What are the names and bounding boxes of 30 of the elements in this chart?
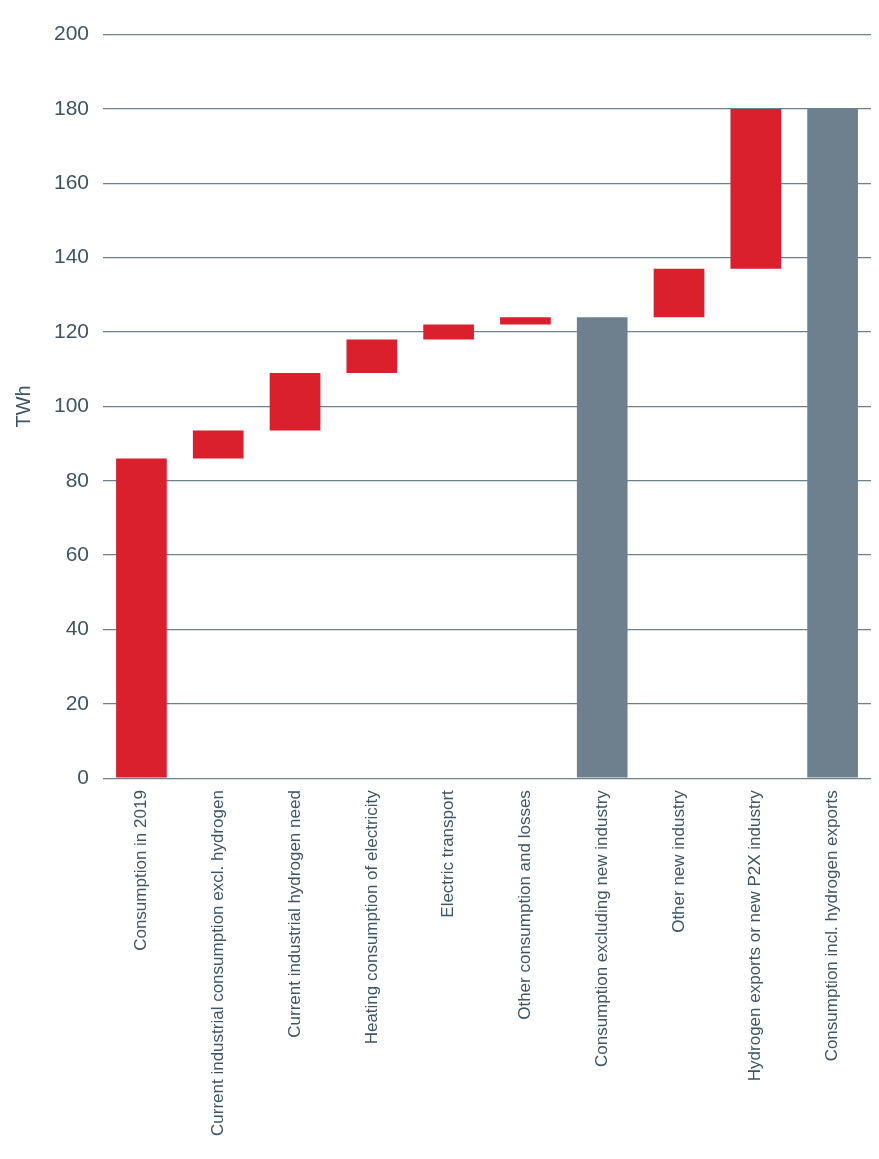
bar xyxy=(653,268,705,318)
x-tick-label: Other consumption and losses xyxy=(515,790,535,1020)
y-tick-label: 140 xyxy=(53,244,90,268)
y-tick-label: 20 xyxy=(65,690,90,714)
x-tick-label: Consumption incl. hydrogen exports xyxy=(822,790,842,1062)
y-tick-label: 100 xyxy=(53,393,90,417)
x-tick-label: Hydrogen exports or new P2X industry xyxy=(745,789,765,1082)
bar xyxy=(500,317,551,325)
x-tick-label: Other new industry xyxy=(668,789,688,933)
bar xyxy=(116,458,167,778)
bar xyxy=(192,430,244,459)
bar xyxy=(730,108,782,269)
y-tick-label: 40 xyxy=(65,616,90,640)
y-tick-label: 60 xyxy=(65,541,90,565)
y-tick-label: 180 xyxy=(53,95,90,119)
x-tick-label: Current industrial consumption excl. hydrogen xyxy=(207,790,227,1136)
bar xyxy=(269,372,321,431)
y-tick-label: 80 xyxy=(65,467,90,491)
bar xyxy=(423,324,474,340)
x-tick-label: Consumption excluding new industry xyxy=(591,789,611,1068)
y-tick-label: 0 xyxy=(77,764,90,788)
bar xyxy=(346,339,398,373)
x-tick-label: Heating consumption of electricity xyxy=(361,789,381,1045)
y-axis-title: TWh xyxy=(11,385,34,428)
x-tick-label: Consumption in 2019 xyxy=(131,790,151,951)
x-tick-label: Electric transport xyxy=(438,789,458,918)
x-tick-label: Current industrial hydrogen need xyxy=(284,790,304,1038)
y-tick-label: 200 xyxy=(53,21,90,45)
y-tick-label: 160 xyxy=(53,170,90,194)
y-tick-label: 120 xyxy=(53,318,90,342)
